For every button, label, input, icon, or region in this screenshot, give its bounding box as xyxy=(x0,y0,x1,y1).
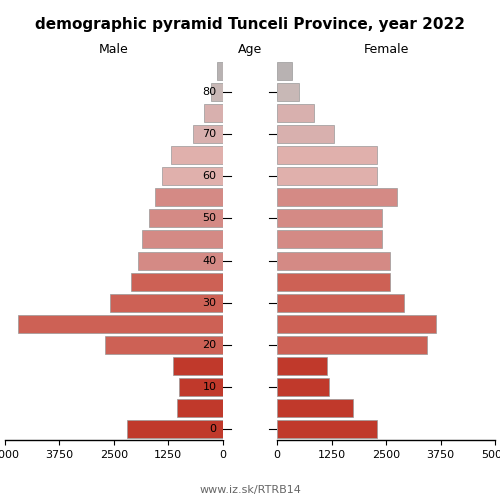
Text: Age: Age xyxy=(238,43,262,56)
Bar xyxy=(18,315,223,333)
Bar xyxy=(277,400,353,417)
Bar xyxy=(204,104,223,122)
Bar xyxy=(277,82,299,100)
Bar xyxy=(277,210,382,228)
Bar xyxy=(170,146,223,164)
Bar xyxy=(277,315,436,333)
Bar xyxy=(277,420,378,438)
Text: demographic pyramid Tunceli Province, year 2022: demographic pyramid Tunceli Province, ye… xyxy=(35,18,465,32)
Bar xyxy=(138,252,223,270)
Bar xyxy=(156,188,223,206)
Bar xyxy=(277,104,314,122)
Bar xyxy=(277,188,397,206)
Bar xyxy=(277,357,328,375)
Bar xyxy=(142,230,223,248)
Bar xyxy=(211,82,223,100)
Bar xyxy=(177,400,223,417)
Bar xyxy=(110,294,223,312)
Bar xyxy=(172,357,223,375)
Bar xyxy=(277,167,378,185)
Bar xyxy=(277,378,330,396)
Bar xyxy=(277,336,428,354)
Bar xyxy=(127,420,223,438)
Bar xyxy=(277,294,404,312)
Bar xyxy=(277,252,390,270)
Bar xyxy=(277,146,378,164)
Bar xyxy=(217,62,223,80)
Bar xyxy=(277,272,390,290)
Text: www.iz.sk/RTRB14: www.iz.sk/RTRB14 xyxy=(199,485,301,495)
Text: Male: Male xyxy=(99,43,129,56)
Bar xyxy=(193,125,223,143)
Bar xyxy=(277,230,382,248)
Bar xyxy=(148,210,223,228)
Bar xyxy=(105,336,223,354)
Bar xyxy=(132,272,223,290)
Bar xyxy=(179,378,223,396)
Text: Female: Female xyxy=(364,43,409,56)
Bar xyxy=(277,62,291,80)
Bar xyxy=(277,125,334,143)
Bar xyxy=(162,167,223,185)
